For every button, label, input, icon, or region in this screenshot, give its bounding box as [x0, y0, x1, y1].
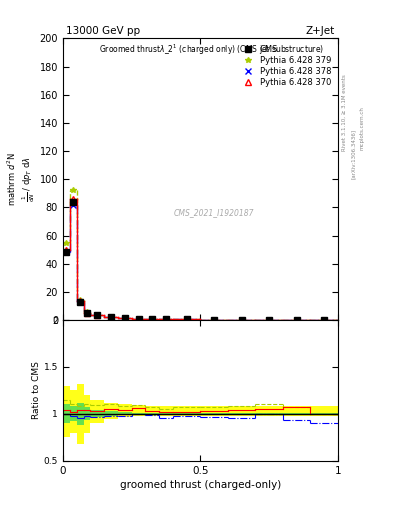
- Pythia 6.428 379: [267, 316, 272, 323]
- Pythia 6.428 378: [136, 316, 141, 322]
- Line: Pythia 6.428 370: Pythia 6.428 370: [64, 196, 327, 323]
- Pythia 6.428 379: [136, 315, 141, 322]
- Pythia 6.428 379: [164, 316, 169, 322]
- Pythia 6.428 378: [64, 249, 69, 255]
- Pythia 6.428 370: [150, 316, 155, 322]
- Pythia 6.428 370: [267, 316, 272, 323]
- Pythia 6.428 379: [212, 316, 217, 323]
- Line: Pythia 6.428 378: Pythia 6.428 378: [64, 202, 327, 323]
- Line: Pythia 6.428 379: Pythia 6.428 379: [64, 188, 327, 323]
- Pythia 6.428 379: [78, 297, 83, 303]
- Pythia 6.428 370: [78, 298, 83, 304]
- Pythia 6.428 378: [267, 316, 272, 323]
- Pythia 6.428 379: [150, 316, 155, 322]
- Pythia 6.428 370: [294, 317, 299, 323]
- Pythia 6.428 370: [164, 316, 169, 322]
- Pythia 6.428 378: [212, 316, 217, 323]
- Pythia 6.428 378: [150, 316, 155, 322]
- Pythia 6.428 379: [294, 317, 299, 323]
- Pythia 6.428 379: [95, 312, 100, 318]
- Pythia 6.428 378: [184, 316, 189, 323]
- Text: mcplots.cern.ch: mcplots.cern.ch: [359, 106, 364, 150]
- Pythia 6.428 370: [239, 316, 244, 323]
- Y-axis label: Ratio to CMS: Ratio to CMS: [32, 361, 41, 419]
- Pythia 6.428 378: [123, 315, 127, 322]
- Pythia 6.428 379: [64, 240, 69, 246]
- Y-axis label: mathrm $d^2$N
$\frac{1}{\mathrm{d}N}$ / $\mathrm{d}p_T$ $\mathrm{d}\lambda$: mathrm $d^2$N $\frac{1}{\mathrm{d}N}$ / …: [6, 153, 37, 206]
- Pythia 6.428 378: [322, 317, 327, 323]
- Pythia 6.428 378: [71, 201, 75, 208]
- Pythia 6.428 379: [123, 315, 127, 321]
- Pythia 6.428 379: [322, 317, 327, 323]
- Pythia 6.428 378: [108, 314, 114, 321]
- Pythia 6.428 370: [84, 310, 89, 316]
- Text: Groomed thrust$\lambda$_2$^1$ (charged only) (CMS jet substructure): Groomed thrust$\lambda$_2$^1$ (charged o…: [99, 42, 324, 57]
- Pythia 6.428 378: [239, 316, 244, 323]
- Pythia 6.428 370: [71, 196, 75, 202]
- Pythia 6.428 370: [322, 317, 327, 323]
- Text: CMS_2021_I1920187: CMS_2021_I1920187: [174, 208, 254, 218]
- Pythia 6.428 379: [84, 309, 89, 315]
- Pythia 6.428 370: [184, 316, 189, 323]
- Text: 13000 GeV pp: 13000 GeV pp: [66, 26, 140, 35]
- Legend: CMS, Pythia 6.428 379, Pythia 6.428 378, Pythia 6.428 370: CMS, Pythia 6.428 379, Pythia 6.428 378,…: [237, 42, 334, 90]
- Pythia 6.428 370: [95, 312, 100, 318]
- Text: [arXiv:1306.3436]: [arXiv:1306.3436]: [351, 129, 356, 179]
- Pythia 6.428 378: [164, 316, 169, 323]
- Pythia 6.428 370: [64, 247, 69, 253]
- Pythia 6.428 370: [123, 315, 127, 322]
- Text: Z+Jet: Z+Jet: [306, 26, 335, 35]
- X-axis label: groomed thrust (charged-only): groomed thrust (charged-only): [120, 480, 281, 490]
- Pythia 6.428 379: [184, 316, 189, 323]
- Pythia 6.428 379: [239, 316, 244, 323]
- Pythia 6.428 378: [95, 312, 100, 318]
- Pythia 6.428 378: [84, 310, 89, 316]
- Pythia 6.428 378: [78, 300, 83, 306]
- Pythia 6.428 378: [294, 317, 299, 323]
- Pythia 6.428 379: [71, 187, 75, 194]
- Text: Rivet 3.1.10, ≥ 3.1M events: Rivet 3.1.10, ≥ 3.1M events: [342, 74, 346, 151]
- Pythia 6.428 370: [136, 315, 141, 322]
- Pythia 6.428 379: [108, 314, 114, 320]
- Pythia 6.428 370: [108, 314, 114, 320]
- Pythia 6.428 370: [212, 316, 217, 323]
